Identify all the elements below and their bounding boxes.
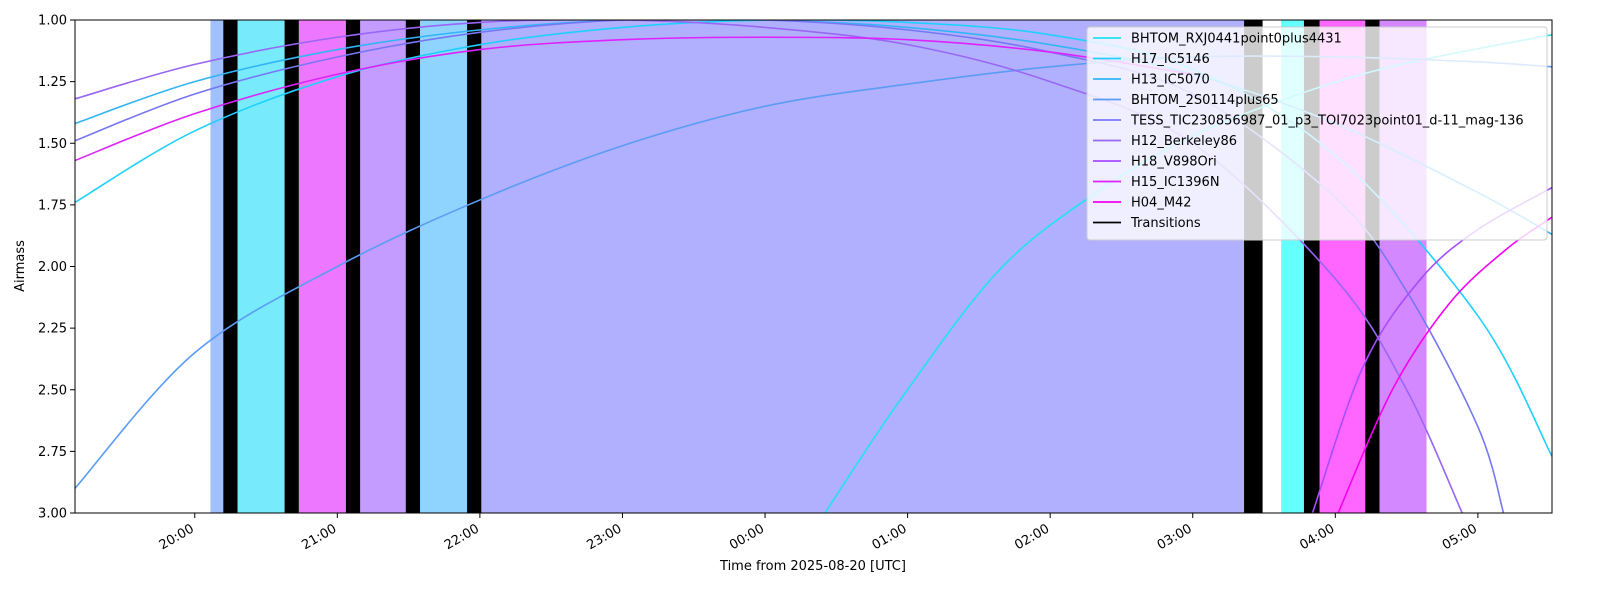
y-tick-label: 2.25	[38, 322, 67, 337]
x-tick-label: 05:00	[1440, 521, 1480, 553]
series-line	[75, 20, 1463, 513]
y-tick-label: 2.75	[38, 445, 67, 460]
y-tick-label: 2.00	[38, 260, 67, 275]
x-tick-label: 23:00	[585, 521, 625, 553]
x-tick-label: 21:00	[299, 521, 339, 553]
y-tick-label: 1.00	[38, 14, 67, 29]
y-tick-label: 1.75	[38, 198, 67, 213]
y-tick-label: 1.25	[38, 75, 67, 90]
series-line	[75, 20, 1505, 513]
y-tick-label: 3.00	[38, 507, 67, 522]
legend-label: BHTOM_2S0114plus65	[1131, 93, 1279, 108]
series-line	[75, 36, 1193, 162]
legend-label: H17_IC5146	[1131, 52, 1210, 67]
span	[360, 20, 406, 513]
legend-label: H13_IC5070	[1131, 73, 1210, 88]
y-axis-label: Airmass	[13, 240, 28, 292]
spans	[210, 20, 1427, 513]
legend-label: H15_IC1396N	[1131, 175, 1220, 190]
x-tick-label: 04:00	[1297, 521, 1337, 553]
transition	[284, 20, 299, 513]
x-tick-label: 00:00	[727, 521, 767, 553]
legend-box	[1086, 26, 1548, 241]
x-tick-label: 03:00	[1155, 521, 1195, 553]
legend-label: H18_V898Ori	[1131, 155, 1217, 170]
x-tick-label: 22:00	[442, 521, 482, 553]
span	[420, 20, 468, 513]
x-axis-label: Time from 2025-08-20 [UTC]	[719, 559, 906, 574]
y-tick-label: 1.50	[38, 137, 67, 152]
x-tick-label: 01:00	[870, 521, 910, 553]
legend-label: BHTOM_RXJ0441point0plus4431	[1131, 32, 1342, 47]
span	[210, 20, 224, 513]
legend-label: H04_M42	[1131, 196, 1192, 211]
transition	[223, 20, 238, 513]
legend-label: TESS_TIC230856987_01_p3_TOI7023point01_d…	[1130, 114, 1524, 129]
legend: BHTOM_RXJ0441point0plus4431 H17_IC5146 H13…	[1086, 26, 1548, 241]
legend-label: H12_Berkeley86	[1131, 134, 1237, 149]
y-tick-label: 2.50	[38, 383, 67, 398]
transition	[467, 20, 482, 513]
transition	[345, 20, 361, 513]
x-tick-label: 20:00	[157, 521, 197, 553]
x-tick-label: 02:00	[1012, 521, 1052, 553]
series-line	[1337, 216, 1552, 513]
transition	[405, 20, 421, 513]
legend-label: Transitions	[1130, 216, 1201, 231]
